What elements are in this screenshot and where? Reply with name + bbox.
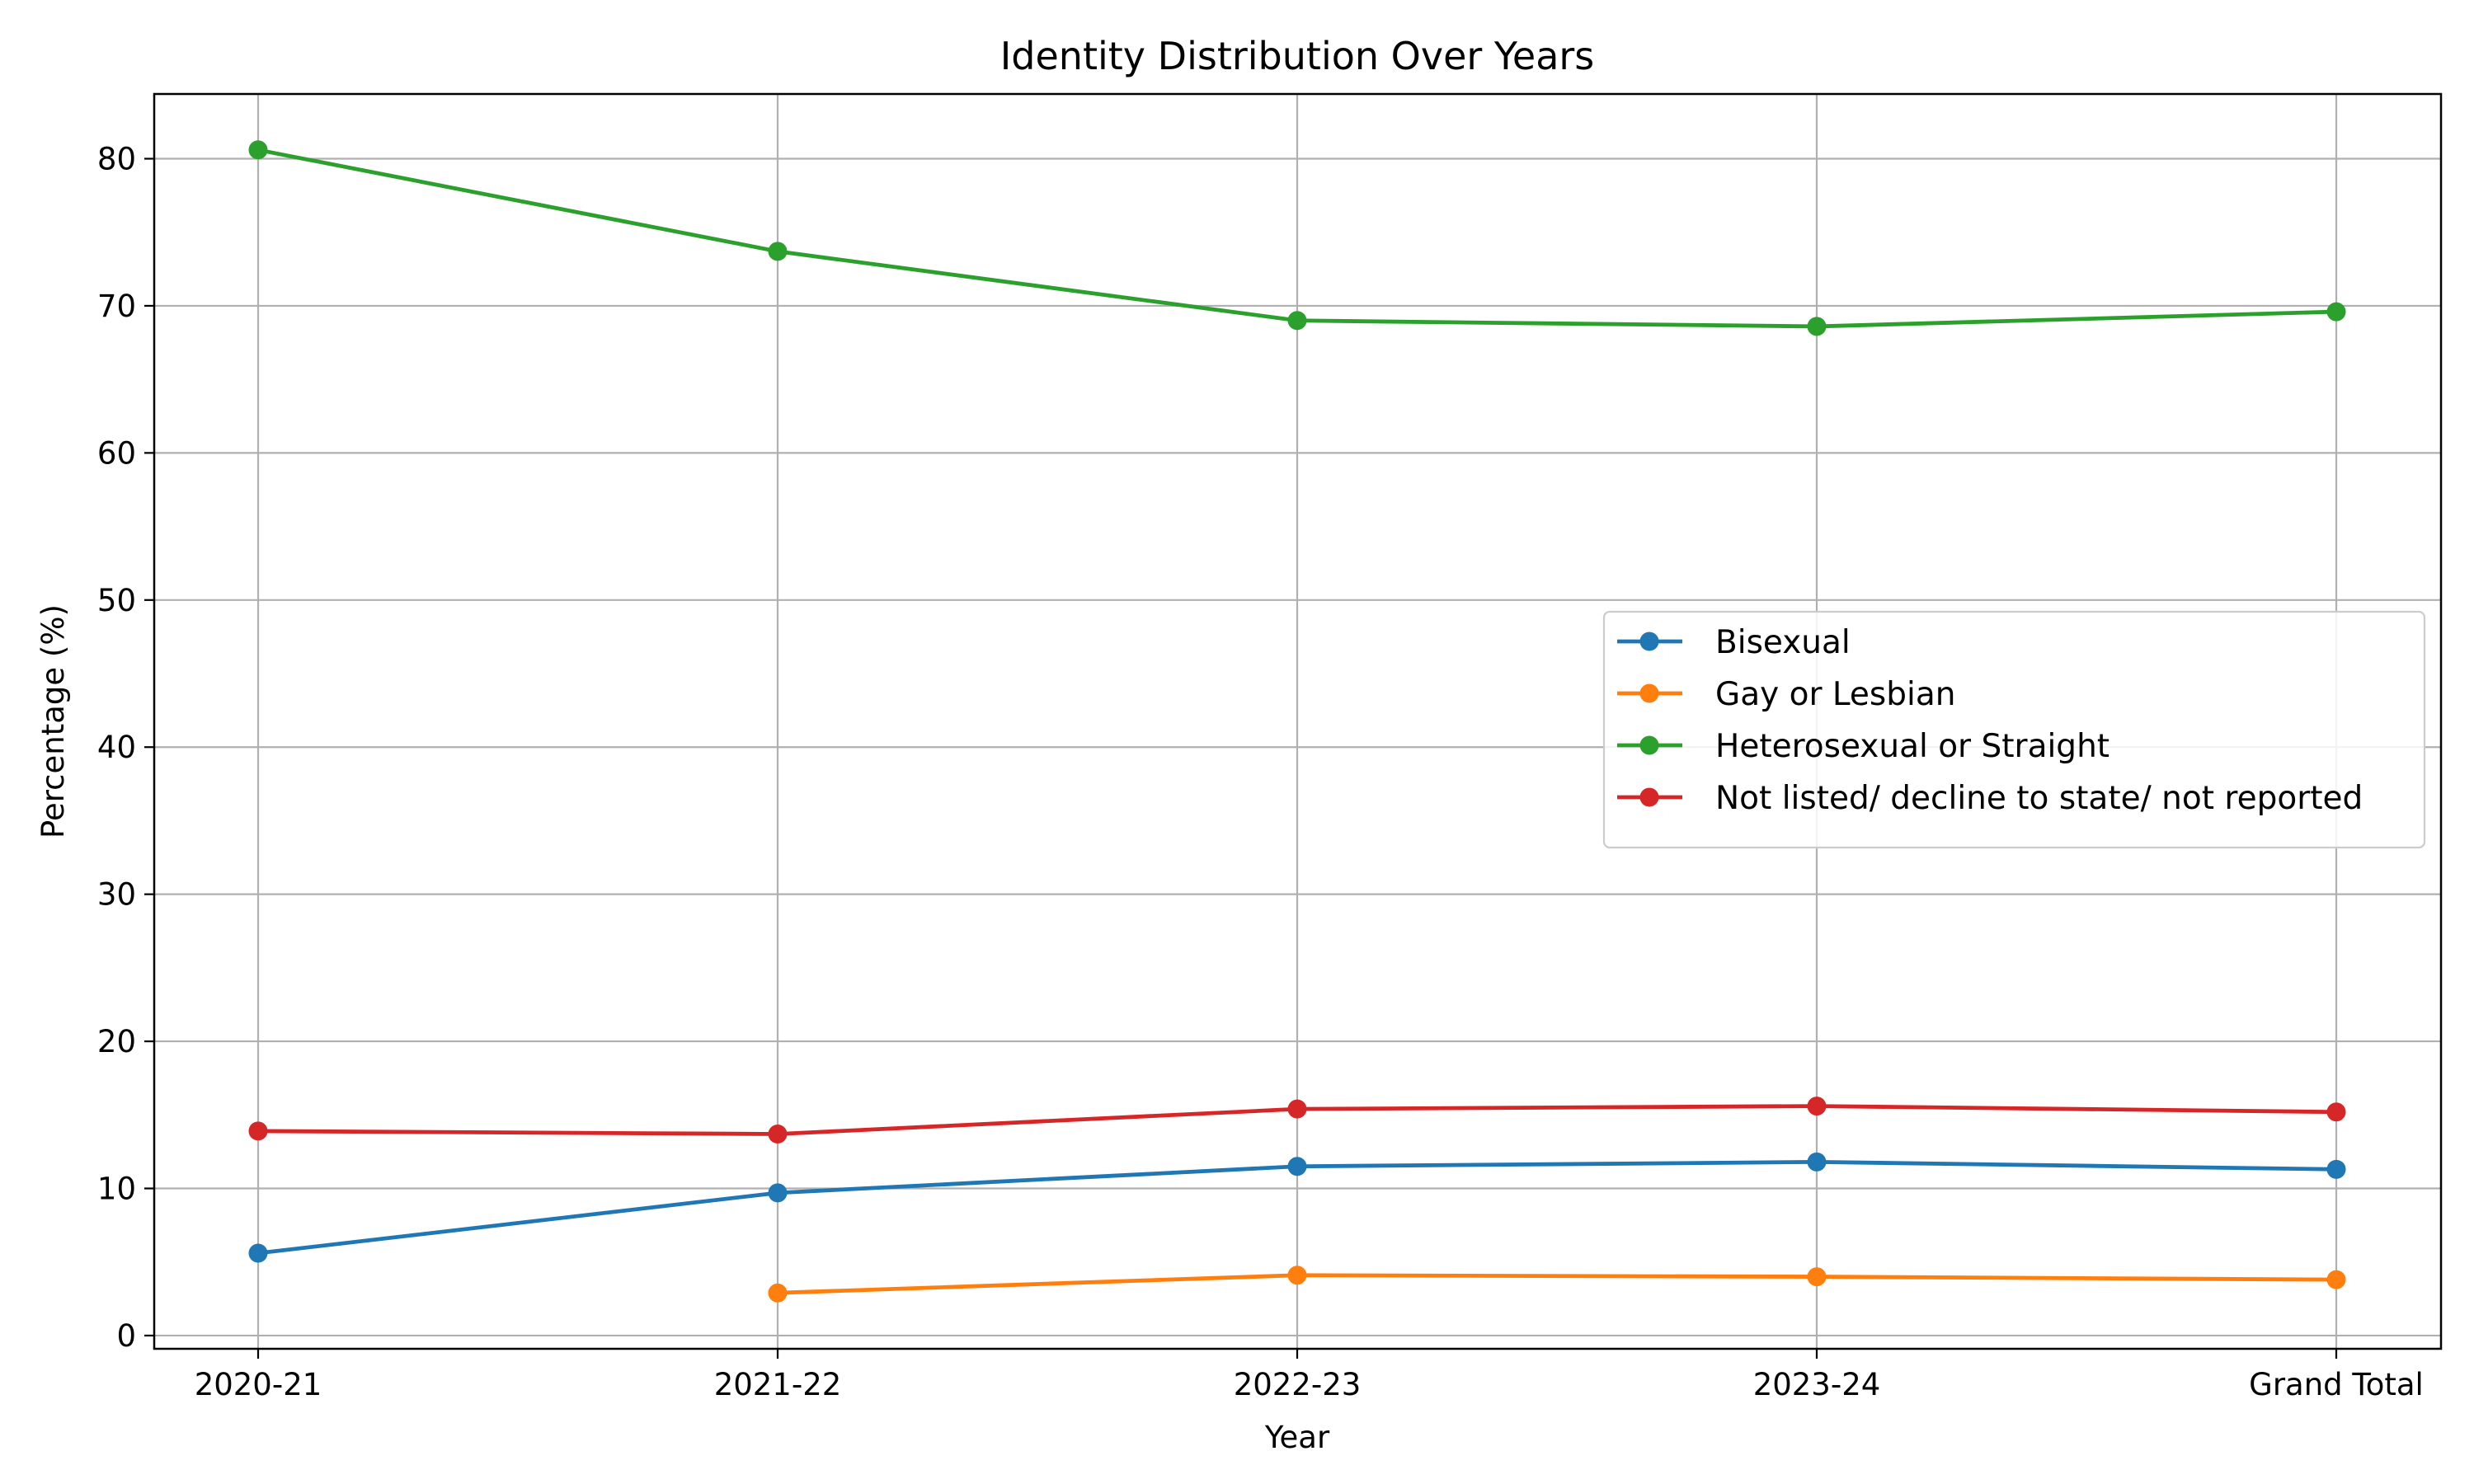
legend-box	[1602, 610, 2426, 849]
data-point	[1287, 1266, 1307, 1285]
x-tick-label: Grand Total	[2249, 1367, 2424, 1402]
legend-label: Bisexual	[1715, 624, 1851, 661]
series-line	[777, 1273, 2337, 1295]
x-tick-label: 2022-23	[1234, 1367, 1362, 1402]
data-point	[768, 1283, 788, 1303]
x-tick-label: 2023-24	[1753, 1367, 1881, 1402]
series-group	[248, 1152, 2346, 1263]
data-point	[1287, 311, 1307, 331]
data-point	[768, 1124, 788, 1144]
data-point	[248, 140, 268, 160]
y-tick-label: 0	[116, 1318, 136, 1354]
y-tick-label: 60	[97, 435, 136, 471]
chart-title: Identity Distribution Over Years	[1000, 34, 1595, 78]
x-tick-label: 2020-21	[195, 1367, 322, 1402]
legend-marker	[1639, 787, 1659, 807]
data-point	[2326, 1102, 2346, 1122]
y-tick-label: 50	[97, 583, 136, 618]
data-point	[248, 1121, 268, 1141]
y-tick-label: 40	[97, 730, 136, 765]
axes: 2020-21 2021-22 2022-23 2023-24 Grand Total 0…	[97, 142, 2424, 1402]
data-point	[2326, 1270, 2346, 1289]
data-point	[248, 1243, 268, 1263]
y-tick-label: 80	[97, 142, 136, 177]
legend-marker	[1639, 735, 1659, 755]
data-point	[1807, 1152, 1827, 1172]
data-point	[1807, 317, 1827, 336]
y-tick-label: 70	[97, 289, 136, 324]
y-tick-label: 20	[97, 1024, 136, 1059]
series-group	[768, 1266, 2346, 1303]
x-tick-label: 2021-22	[714, 1367, 842, 1402]
legend-marker	[1639, 632, 1659, 651]
data-point	[768, 242, 788, 261]
legend-label: Gay or Lesbian	[1715, 676, 1955, 713]
y-tick-label: 10	[97, 1172, 136, 1207]
y-axis-label: Percentage (%)	[35, 604, 71, 838]
data-point	[1287, 1099, 1307, 1119]
series-group	[248, 140, 2346, 336]
data-point	[1807, 1267, 1827, 1287]
y-tick-label: 30	[97, 877, 136, 913]
data-point	[768, 1183, 788, 1203]
data-point	[1807, 1097, 1827, 1116]
legend-label: Heterosexual or Straight	[1715, 728, 2109, 765]
series-group	[248, 1097, 2346, 1144]
legend-label: Not listed/ decline to state/ not report…	[1715, 780, 2363, 817]
legend: Bisexual Gay or Lesbian Heterosexual or St…	[1602, 610, 2426, 849]
series-layer	[248, 140, 2346, 1303]
x-axis-label: Year	[1264, 1420, 1330, 1455]
legend-marker	[1639, 683, 1659, 703]
data-point	[2326, 302, 2346, 322]
data-point	[2326, 1159, 2346, 1179]
data-point	[1287, 1157, 1307, 1176]
